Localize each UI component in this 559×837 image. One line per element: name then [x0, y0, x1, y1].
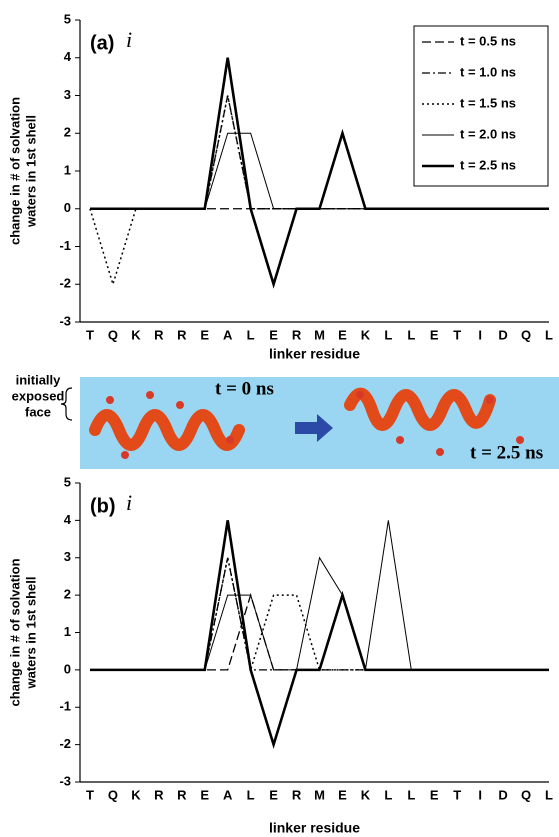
y-tick-label: -3 [59, 313, 71, 328]
x-tick-label: E [430, 327, 439, 342]
x-tick-label: R [154, 327, 164, 342]
series-line [90, 592, 549, 671]
y-tick-label: 0 [64, 661, 71, 676]
x-tick-label: E [338, 327, 347, 342]
x-tick-label: D [498, 787, 507, 802]
y-tick-label: 1 [64, 624, 71, 639]
x-tick-label: E [269, 327, 278, 342]
x-tick-label: I [478, 787, 482, 802]
x-tick-label: I [478, 327, 482, 342]
x-tick-label: R [177, 787, 187, 802]
legend-label: t = 1.0 ns [460, 64, 516, 79]
series-line [90, 57, 549, 289]
x-tick-label: T [453, 327, 461, 342]
start-label: t = 0 ns [215, 378, 274, 399]
panel-marker: i [126, 27, 132, 52]
legend-label: t = 1.5 ns [460, 95, 516, 110]
x-tick-label: R [292, 327, 302, 342]
series-line [90, 557, 549, 671]
y-tick-label: 5 [64, 11, 71, 26]
x-tick-label: K [131, 787, 141, 802]
illustration: initially exposed face t = 0 ns t = 2.5 … [12, 372, 559, 469]
panel-label: (a) [90, 32, 114, 54]
x-tick-label: Q [521, 327, 531, 342]
x-tick-label: L [384, 327, 392, 342]
x-tick-label: L [384, 787, 392, 802]
x-tick-label: L [407, 327, 415, 342]
face-label: exposed [12, 388, 65, 403]
y-tick-label: 5 [64, 474, 71, 489]
x-tick-label: A [223, 327, 233, 342]
arrow [295, 414, 333, 442]
x-tick-label: R [292, 787, 302, 802]
x-tick-label: A [223, 787, 233, 802]
x-tick-label: E [269, 787, 278, 802]
x-tick-label: L [545, 787, 553, 802]
helix-end [344, 387, 496, 431]
x-tick-label: E [200, 327, 209, 342]
x-tick-label: E [200, 787, 209, 802]
x-axis-label: linker residue [269, 346, 360, 362]
y-axis-label: change in # of solvation [7, 558, 22, 706]
x-tick-label: Q [521, 787, 531, 802]
end-label: t = 2.5 ns [470, 442, 543, 463]
series-line [90, 520, 549, 750]
y-tick-label: 3 [64, 87, 71, 102]
face-label: face [25, 404, 51, 419]
y-tick-label: 0 [64, 200, 71, 215]
x-axis-label: linker residue [269, 820, 360, 836]
series-line [90, 557, 549, 671]
x-tick-label: K [361, 327, 371, 342]
y-tick-label: 2 [64, 125, 71, 140]
x-tick-label: Q [108, 787, 118, 802]
y-tick-label: -2 [59, 736, 71, 751]
x-tick-label: R [154, 787, 164, 802]
x-tick-label: L [545, 327, 553, 342]
y-tick-label: 4 [64, 512, 72, 527]
y-axis-label: waters in 1st shell [23, 577, 38, 690]
y-axis-label: change in # of solvation [7, 97, 22, 245]
panel-label: (b) [90, 495, 116, 517]
x-tick-label: E [338, 787, 347, 802]
x-tick-label: L [247, 327, 255, 342]
legend-label: t = 0.5 ns [460, 33, 516, 48]
x-tick-label: T [453, 787, 461, 802]
y-tick-label: 3 [64, 549, 71, 564]
x-tick-label: E [430, 787, 439, 802]
y-axis-label: waters in 1st shell [23, 115, 38, 228]
panel-marker: i [126, 490, 132, 515]
y-tick-label: -3 [59, 773, 71, 788]
x-tick-label: K [131, 327, 141, 342]
x-tick-label: K [361, 787, 371, 802]
x-tick-label: T [86, 787, 94, 802]
legend: t = 0.5 ns t = 1.0 ns t = 1.5 ns t = 2.0 ns… [413, 25, 549, 187]
y-tick-label: 4 [64, 49, 72, 64]
y-tick-label: 1 [64, 162, 71, 177]
x-tick-label: L [247, 787, 255, 802]
x-tick-label: M [314, 327, 325, 342]
x-tick-label: D [498, 327, 507, 342]
y-tick-label: -1 [59, 699, 71, 714]
x-tick-label: R [177, 327, 187, 342]
brace [60, 387, 73, 421]
y-tick-label: -1 [59, 238, 71, 253]
legend-box [413, 25, 549, 187]
x-tick-label: T [86, 327, 94, 342]
helix-start [89, 409, 245, 451]
x-tick-label: Q [108, 327, 118, 342]
series-line [90, 520, 549, 671]
legend-label: t = 2.5 ns [460, 157, 516, 172]
x-tick-label: L [407, 787, 415, 802]
face-label: initially [16, 372, 62, 387]
y-tick-label: -2 [59, 276, 71, 291]
waters [106, 391, 524, 459]
x-tick-label: M [314, 787, 325, 802]
legend-label: t = 2.0 ns [460, 126, 516, 141]
y-tick-label: 2 [64, 587, 71, 602]
